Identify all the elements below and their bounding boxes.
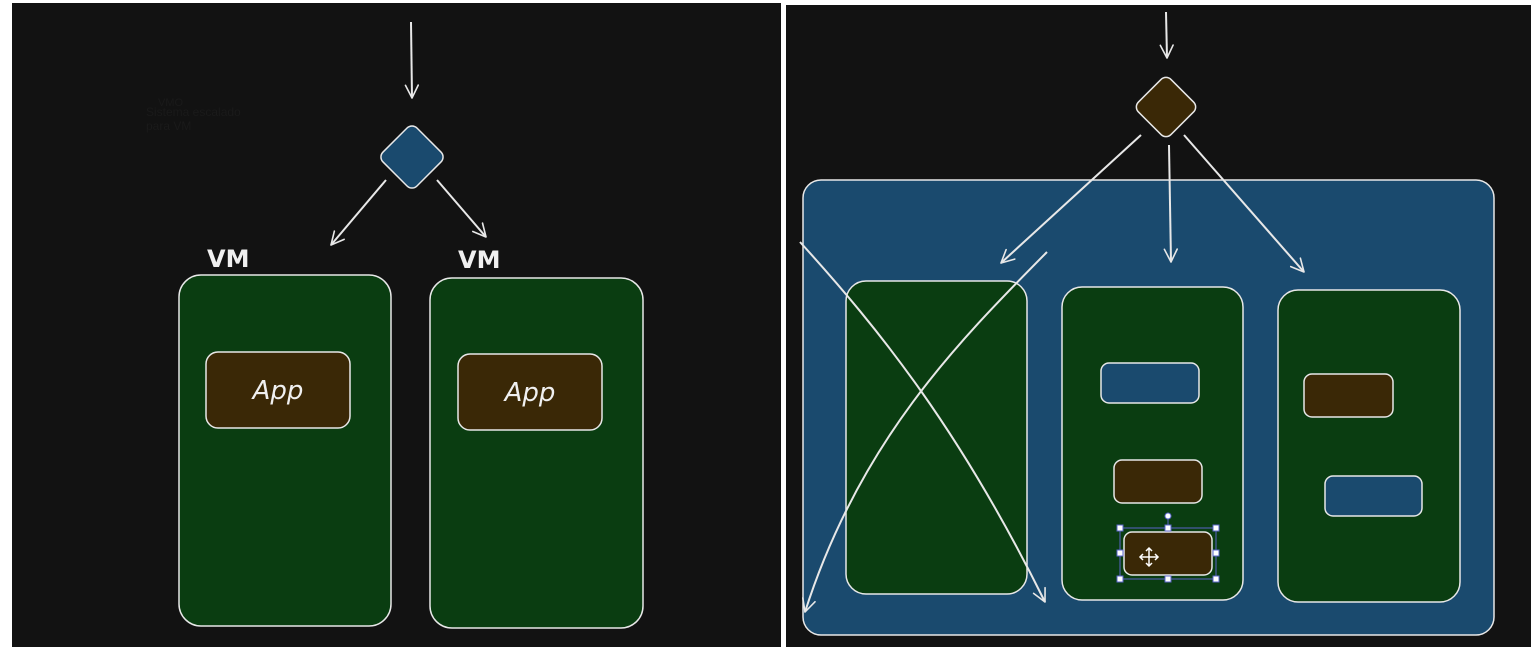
left-arrow-to-vm1 [330,179,387,246]
overlay-label-vmo: VMO [158,97,184,109]
right-load-balancer-diamond[interactable] [1133,74,1198,139]
resize-handle[interactable] [1164,524,1172,532]
right-arrow-to-vm3 [1183,134,1305,273]
cross-out-stroke-2 [802,251,1048,613]
app-label-2: App [503,378,556,408]
bottom-margin [0,647,1537,658]
left-arrow-to-vm2 [436,179,487,238]
vm-label-2: VM [458,246,500,274]
right-vm2-app-box[interactable] [1113,459,1203,504]
resize-handle[interactable] [1212,524,1220,532]
left-load-balancer-diamond[interactable] [378,123,446,191]
overlay-label-scaled-system: Sistema escalado para VM [146,105,241,133]
right-arrow-to-vm1 [1000,134,1142,264]
resize-handle[interactable] [1212,575,1220,583]
right-vm3-blue-box[interactable] [1324,475,1423,517]
move-icon [1138,546,1160,568]
right-vm-box-3[interactable] [1277,289,1461,603]
resize-handle[interactable] [1116,524,1124,532]
right-vm3-app-box[interactable] [1303,373,1394,418]
right-vm-box-1[interactable] [845,280,1028,595]
right-vm2-blue-box[interactable] [1100,362,1200,404]
panel-divider [781,0,786,658]
selected-app-box[interactable] [1123,531,1213,576]
app-box-1[interactable] [205,351,351,429]
right-incoming-arrow [1159,11,1174,59]
resize-handle[interactable] [1212,549,1220,557]
right-arrow-to-vm2 [1163,144,1178,263]
vm-box-2[interactable] [429,277,644,629]
left-incoming-arrow [404,21,420,99]
resize-handle[interactable] [1116,549,1124,557]
rotate-handle[interactable] [1164,512,1172,520]
vm-box-1[interactable] [178,274,392,627]
resize-handle[interactable] [1164,575,1172,583]
vm-label-1: VM [207,245,249,273]
app-box-2[interactable] [457,353,603,431]
left-panel-background [12,3,781,647]
selection-frame[interactable] [1116,512,1220,583]
resize-handle[interactable] [1116,575,1124,583]
app-label-1: App [251,376,304,406]
